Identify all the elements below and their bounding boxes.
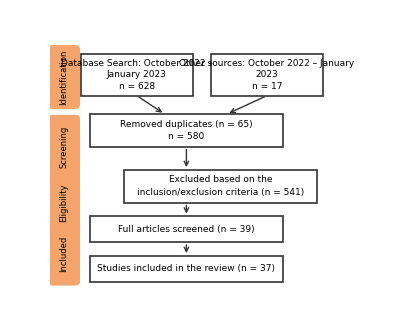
Text: Included: Included xyxy=(60,235,68,272)
Text: Database Search: October 2022 –: Database Search: October 2022 – xyxy=(61,58,213,68)
Text: n = 17: n = 17 xyxy=(252,82,282,91)
FancyBboxPatch shape xyxy=(90,256,282,282)
Text: Studies included in the review (n = 37): Studies included in the review (n = 37) xyxy=(98,264,275,273)
FancyBboxPatch shape xyxy=(48,45,80,108)
Text: inclusion/exclusion criteria (n = 541): inclusion/exclusion criteria (n = 541) xyxy=(137,188,304,197)
FancyBboxPatch shape xyxy=(211,54,323,96)
FancyBboxPatch shape xyxy=(81,54,193,96)
Text: Excluded based on the: Excluded based on the xyxy=(169,176,272,185)
Text: n = 628: n = 628 xyxy=(119,82,155,91)
Text: Eligibility: Eligibility xyxy=(60,183,68,222)
FancyBboxPatch shape xyxy=(48,222,80,285)
Text: Removed duplicates (n = 65): Removed duplicates (n = 65) xyxy=(120,120,253,129)
Text: n = 580: n = 580 xyxy=(168,132,204,141)
Text: Identification: Identification xyxy=(60,49,68,105)
FancyBboxPatch shape xyxy=(90,216,282,242)
Text: Other sources: October 2022 – January: Other sources: October 2022 – January xyxy=(179,58,355,68)
FancyBboxPatch shape xyxy=(48,115,80,178)
FancyBboxPatch shape xyxy=(124,170,317,203)
Text: January 2023: January 2023 xyxy=(107,70,167,79)
Text: Full articles screened (n = 39): Full articles screened (n = 39) xyxy=(118,225,255,234)
Text: 2023: 2023 xyxy=(256,70,278,79)
Text: Screening: Screening xyxy=(60,125,68,168)
FancyBboxPatch shape xyxy=(48,171,80,234)
FancyBboxPatch shape xyxy=(90,114,282,147)
